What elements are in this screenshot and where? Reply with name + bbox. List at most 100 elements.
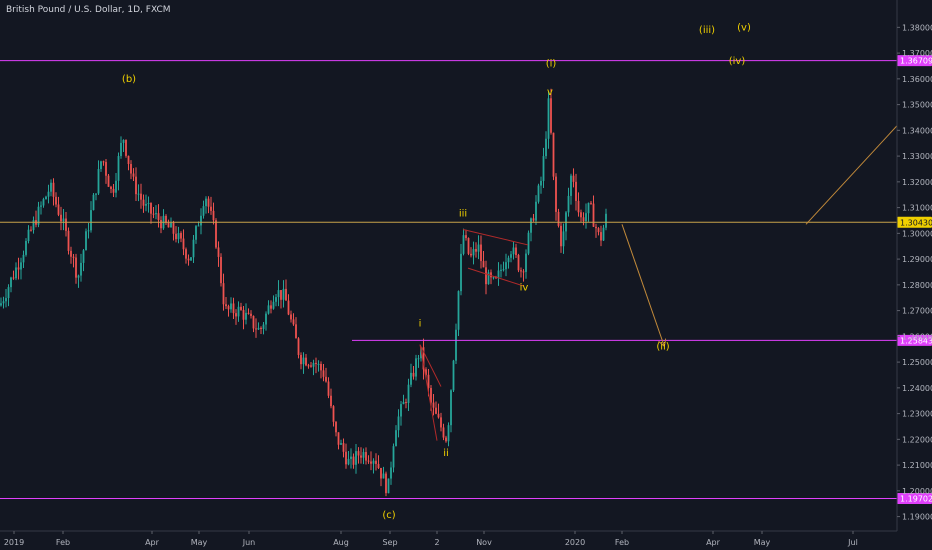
wave-label: (ii) — [656, 342, 669, 353]
candle-body — [60, 214, 62, 222]
x-tick-label: 2019 — [4, 538, 24, 547]
candle-body — [172, 222, 175, 234]
candle-body — [102, 161, 105, 163]
candle-body — [505, 262, 507, 270]
candle-body — [267, 305, 270, 314]
candle-body — [590, 202, 592, 204]
candle-body — [95, 193, 97, 195]
candle-body — [152, 213, 155, 215]
y-tick-label: 1.31000 — [902, 204, 932, 213]
candle-body — [290, 314, 292, 320]
candle-body — [65, 218, 67, 231]
candle-body — [185, 249, 187, 259]
candle-body — [367, 460, 370, 462]
candle-body — [337, 432, 340, 445]
candle-body — [55, 196, 57, 205]
candle-body — [417, 358, 420, 360]
candle-body — [300, 354, 302, 365]
candle-body — [317, 363, 320, 365]
candle-body — [200, 215, 202, 226]
candle-body — [532, 218, 535, 221]
x-tick-label: Feb — [615, 538, 629, 547]
wave-label: iii — [459, 208, 467, 219]
candle-body — [307, 365, 310, 367]
candle-body — [555, 176, 557, 212]
x-tick-label: 2020 — [565, 538, 585, 547]
candle-body — [232, 303, 235, 314]
candle-body — [530, 218, 532, 233]
candle-body — [380, 467, 382, 479]
candle-body — [180, 233, 182, 239]
y-tick-label: 1.32000 — [902, 178, 932, 187]
candle-body — [385, 473, 387, 494]
candle-body — [390, 467, 392, 479]
candle-body — [227, 306, 230, 310]
wave-label: ii — [443, 448, 449, 459]
wave-label: (i) — [546, 58, 557, 69]
price-badge-label: 1.36709 — [900, 57, 932, 66]
candle-body — [365, 452, 367, 461]
candle-body — [410, 372, 412, 385]
candle-body — [195, 226, 197, 240]
candle-body — [37, 206, 40, 225]
candle-body — [265, 313, 267, 325]
candle-body — [272, 301, 275, 309]
candle-body — [72, 256, 75, 258]
candle-body — [350, 456, 352, 459]
candle-body — [470, 253, 472, 256]
candle-body — [22, 254, 25, 263]
candle-body — [557, 211, 560, 226]
candle-body — [597, 228, 600, 233]
candle-body — [322, 370, 325, 377]
candle-body — [42, 199, 45, 206]
candle-body — [517, 255, 520, 271]
x-tick-label: Aug — [333, 538, 349, 547]
trend-line — [462, 229, 529, 246]
candle-body — [360, 455, 362, 458]
candle-body — [387, 478, 390, 494]
candle-body — [97, 169, 100, 194]
candle-body — [560, 225, 562, 247]
wave-label: v — [547, 87, 553, 98]
candle-body — [402, 402, 405, 405]
candle-body — [217, 247, 220, 257]
candle-body — [260, 327, 262, 330]
candle-body — [67, 230, 70, 251]
candle-body — [257, 327, 260, 330]
candle-body — [362, 452, 365, 458]
candle-body — [305, 357, 307, 366]
candle-body — [247, 312, 250, 314]
x-tick-label: Sep — [382, 538, 397, 547]
candle-body — [427, 374, 430, 389]
candle-body — [230, 303, 232, 310]
candle-body — [197, 225, 200, 227]
candle-body — [485, 267, 487, 285]
y-tick-label: 1.30000 — [902, 229, 932, 238]
candle-body — [580, 212, 582, 218]
candle-body — [165, 215, 167, 223]
candle-body — [525, 253, 527, 272]
candle-body — [145, 204, 147, 206]
candle-body — [320, 363, 322, 371]
candle-body — [135, 176, 137, 195]
candle-body — [255, 328, 257, 330]
candle-body — [535, 201, 537, 221]
candle-body — [407, 384, 410, 404]
candle-body — [577, 200, 580, 213]
candle-body — [440, 417, 442, 428]
candle-body — [435, 407, 437, 414]
candle-body — [332, 406, 335, 422]
candle-body — [587, 202, 590, 214]
candle-body — [345, 451, 347, 465]
candle-body — [395, 430, 397, 447]
candle-body — [340, 443, 342, 445]
candle-body — [477, 244, 480, 252]
candle-body — [500, 269, 502, 271]
wave-label: iv — [520, 283, 529, 294]
trend-line — [467, 267, 525, 287]
candle-body — [512, 247, 515, 255]
candle-body — [510, 254, 512, 258]
candle-body — [537, 185, 540, 202]
candle-body — [382, 473, 385, 479]
